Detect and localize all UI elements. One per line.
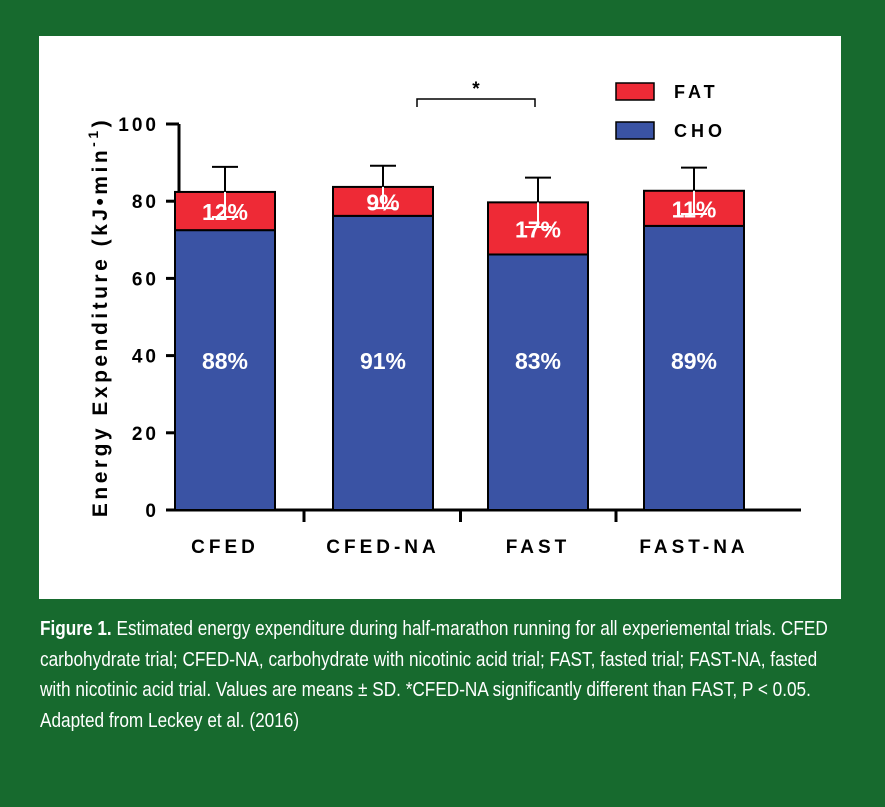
bar-cho-cfed xyxy=(174,229,276,511)
x-category-label: CFED-NA xyxy=(326,537,440,558)
x-category-label: FAST xyxy=(506,537,571,558)
significance-bracket xyxy=(416,98,536,107)
fat-percent-label: 11% xyxy=(672,196,717,222)
legend-label-cho: CHO xyxy=(674,121,726,141)
caption-lead: Figure 1. xyxy=(40,618,112,640)
cho-percent-label: 91% xyxy=(360,348,406,374)
x-category-label: CFED xyxy=(191,537,259,558)
legend-swatch-fat xyxy=(615,82,655,101)
bar-cho-fast xyxy=(487,253,589,511)
cho-percent-label: 89% xyxy=(671,348,717,374)
figure-caption: Figure 1. Estimated energy expenditure d… xyxy=(40,614,840,736)
x-category-label: FAST-NA xyxy=(639,537,748,558)
cho-percent-label: 88% xyxy=(202,348,248,374)
y-tick-label: 40 xyxy=(132,347,159,368)
fat-percent-label: 9% xyxy=(366,189,399,215)
significance-star: * xyxy=(472,79,480,100)
caption-text: Estimated energy expenditure during half… xyxy=(40,618,828,732)
y-tick-label: 60 xyxy=(132,269,159,290)
bar-cho-fast-na xyxy=(643,224,745,512)
legend-swatch-cho xyxy=(615,121,655,140)
y-axis-title: Energy Expenditure (kJ•min-1) xyxy=(85,117,112,517)
energy-expenditure-chart: 0 20 40 60 80 100 12% 88% CFED 9% 91% CFED-NA 17% 83%… xyxy=(85,79,801,558)
y-tick-label: 80 xyxy=(132,192,159,213)
y-tick-label: 20 xyxy=(132,424,159,445)
cho-percent-label: 83% xyxy=(515,348,561,374)
fat-percent-label: 17% xyxy=(515,216,561,242)
y-tick-label: 0 xyxy=(145,501,159,522)
y-tick-label: 100 xyxy=(118,115,159,136)
fat-percent-label: 12% xyxy=(202,199,248,225)
chart-panel: 0 20 40 60 80 100 12% 88% CFED 9% 91% CFED-NA 17% 83%… xyxy=(39,36,841,599)
legend-label-fat: FAT xyxy=(674,82,719,102)
bar-cho-cfed-na xyxy=(332,214,434,511)
